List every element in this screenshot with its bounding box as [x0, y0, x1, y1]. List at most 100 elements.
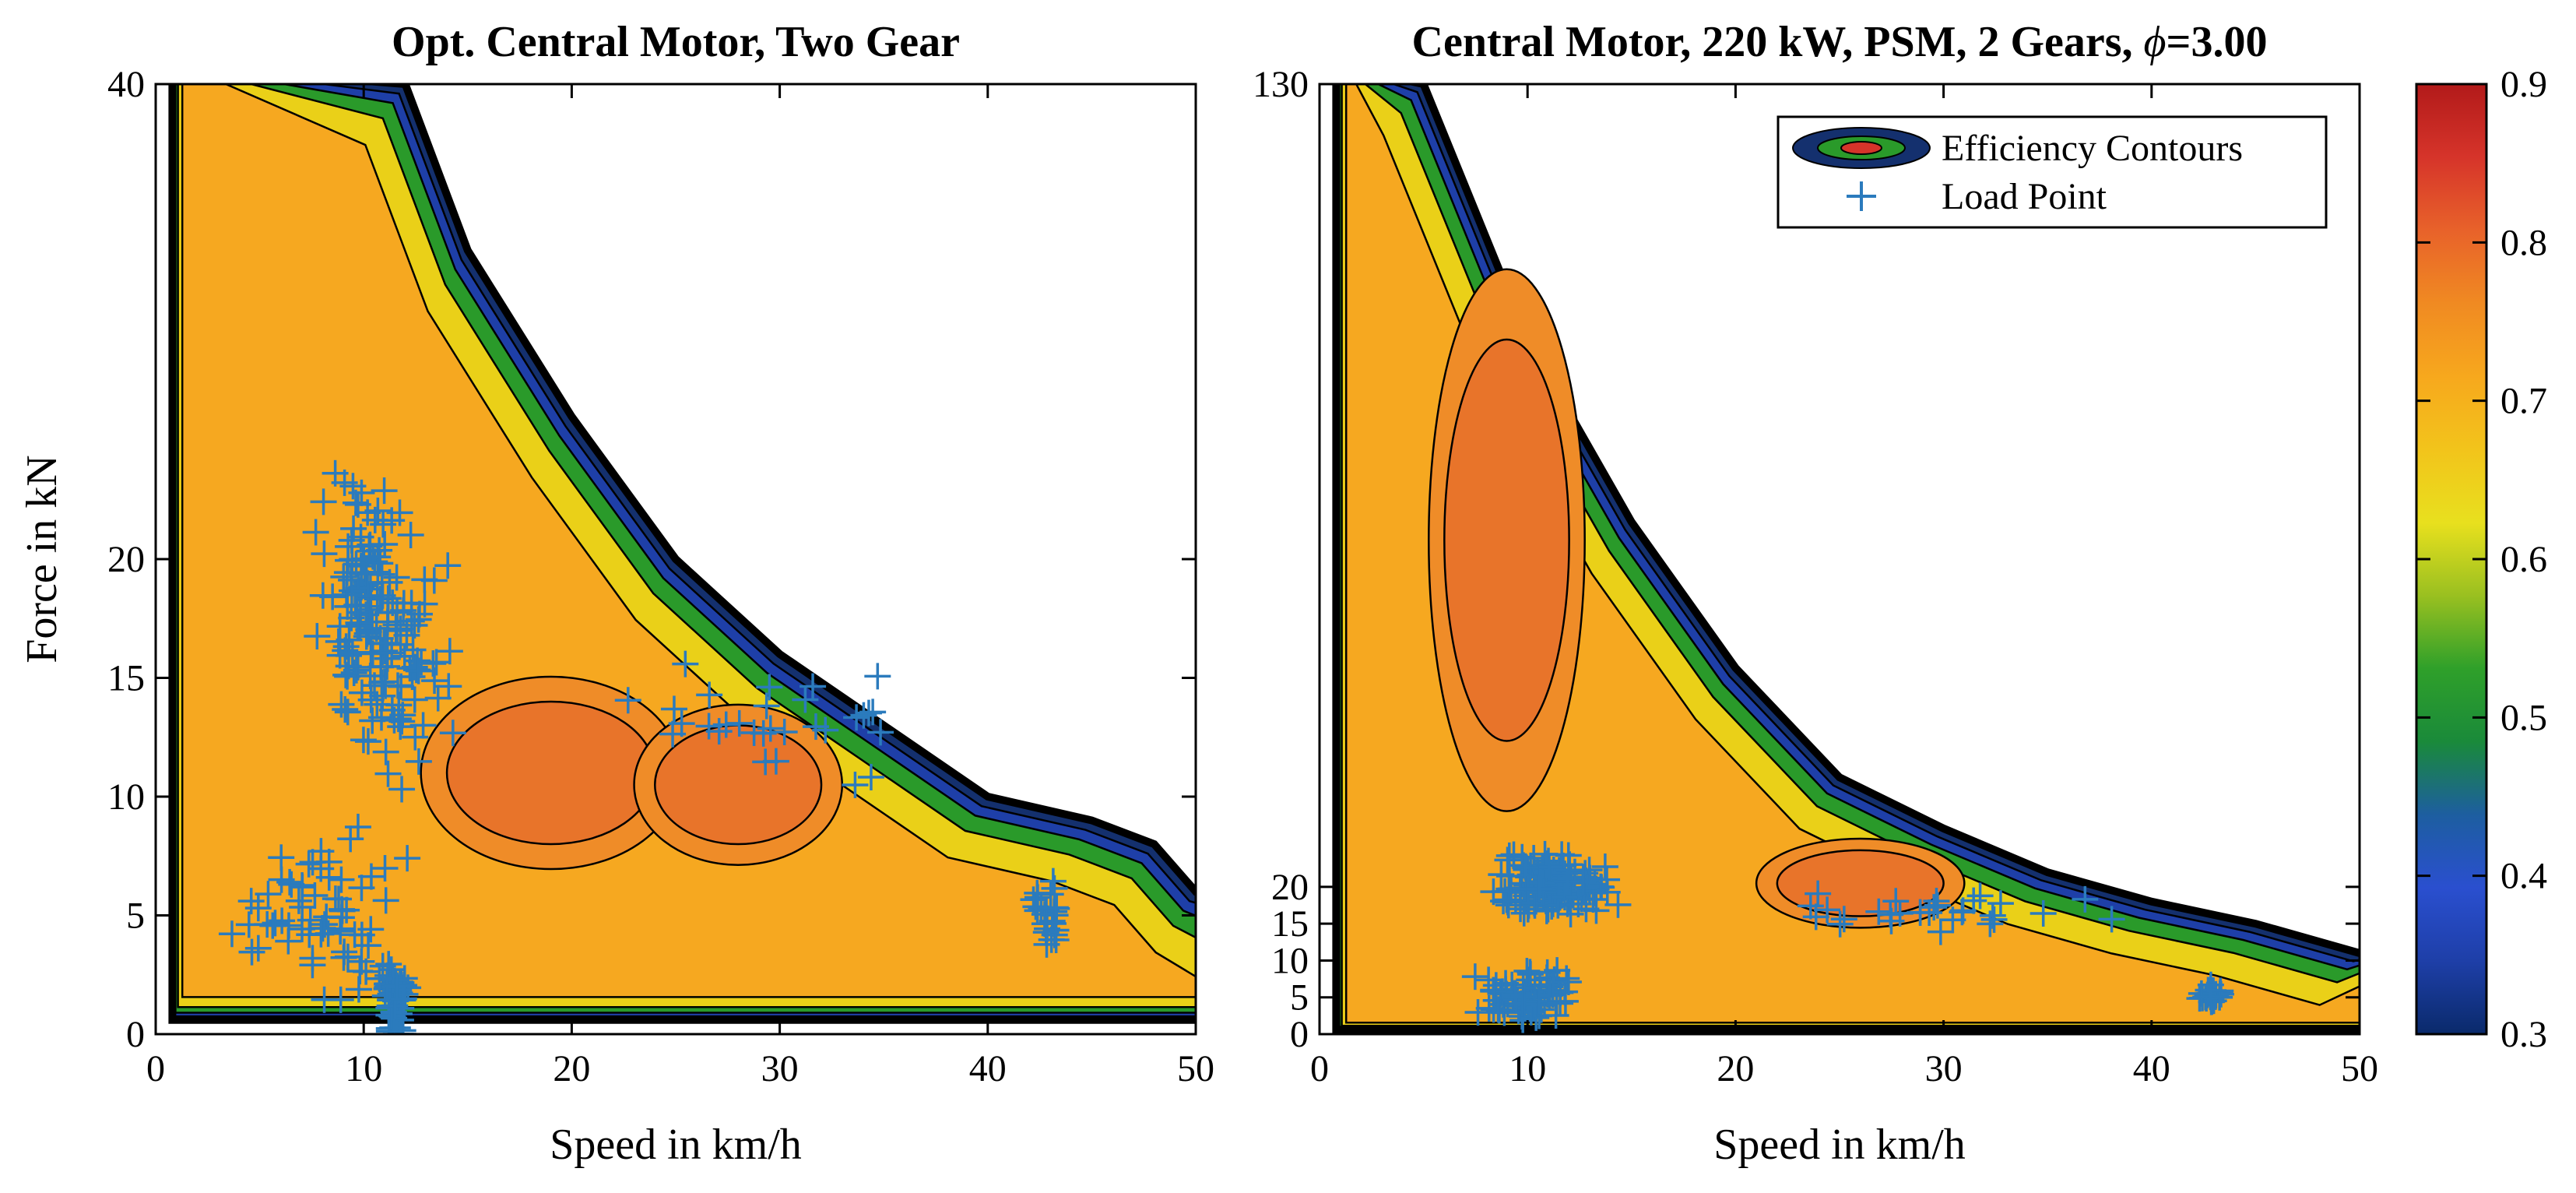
- load-point: [2072, 885, 2099, 913]
- load-point: [378, 1002, 406, 1029]
- load-point: [350, 727, 377, 754]
- load-point: [364, 498, 392, 525]
- load-point: [368, 669, 395, 696]
- y-tick-label: 10: [1271, 940, 1309, 981]
- left-load-points: [218, 459, 1070, 1034]
- load-point: [660, 695, 687, 723]
- load-point: [302, 519, 329, 546]
- load-point: [436, 638, 463, 665]
- load-point: [1516, 959, 1544, 986]
- load-point: [382, 1021, 409, 1034]
- load-point: [328, 866, 355, 893]
- y-tick-label: 130: [1253, 64, 1309, 105]
- peak-efficiency-region-0: [445, 700, 656, 846]
- load-point: [360, 543, 387, 570]
- load-point: [334, 699, 361, 726]
- right-chart-title-main: Central Motor, 220 kW, PSM, 2 Gears,: [1412, 18, 2144, 66]
- load-point: [1921, 894, 1948, 921]
- legend-contour-icon: [1792, 127, 1931, 169]
- load-point: [268, 844, 295, 871]
- load-point: [238, 938, 265, 966]
- load-point: [387, 713, 414, 741]
- colorbar: 0.3 0.4 0.5 0.6 0.7 0.8 0.9: [2415, 64, 2547, 1055]
- load-point: [1949, 897, 1977, 924]
- colorbar-tick-label: 0.6: [2500, 539, 2547, 580]
- load-point: [348, 479, 375, 506]
- load-point: [255, 881, 282, 908]
- load-point: [340, 660, 367, 687]
- load-point: [1525, 987, 1552, 1015]
- x-tick-label: 50: [1177, 1048, 1214, 1089]
- x-tick-label: 40: [2133, 1048, 2170, 1089]
- load-point: [367, 550, 394, 577]
- right-load-points: [1461, 840, 2234, 1034]
- load-point: [1797, 892, 1824, 920]
- load-point: [1482, 972, 1509, 999]
- load-point: [1480, 977, 1507, 1005]
- right-chart-title-phi: ϕ: [2144, 18, 2167, 66]
- right-chart-title: Central Motor, 220 kW, PSM, 2 Gears, ϕ=3…: [1412, 18, 2268, 66]
- load-point: [341, 921, 368, 948]
- colorbar-tick-label: 0.3: [2500, 1014, 2547, 1055]
- load-point: [1547, 990, 1574, 1017]
- load-point: [1461, 963, 1488, 991]
- load-point: [309, 582, 336, 609]
- load-point: [311, 540, 338, 568]
- right-axes-box: [1318, 83, 2361, 1036]
- load-point: [356, 537, 383, 565]
- load-point: [369, 952, 396, 980]
- y-tick-label: 15: [1271, 903, 1309, 945]
- left-y-axis: 0 5 10 15 20 40: [107, 64, 1196, 1055]
- load-point: [310, 488, 337, 516]
- load-point: [1039, 867, 1067, 895]
- load-point: [423, 649, 450, 676]
- load-point: [1551, 884, 1578, 911]
- load-point: [304, 623, 331, 650]
- load-point: [332, 633, 360, 660]
- load-point: [374, 760, 402, 787]
- x-tick-label: 30: [761, 1048, 799, 1089]
- load-point: [1480, 878, 1507, 906]
- y-tick-label: 10: [107, 776, 145, 818]
- load-point: [366, 965, 393, 992]
- load-point: [339, 639, 366, 667]
- load-point: [2197, 984, 2224, 1011]
- load-point: [1032, 919, 1060, 946]
- left-efficiency-contours: [168, 84, 1196, 1024]
- y-tick-label: 20: [107, 539, 145, 580]
- load-point: [353, 958, 380, 985]
- load-point: [354, 728, 381, 755]
- y-tick-label: 5: [126, 896, 145, 937]
- load-point: [802, 713, 829, 741]
- load-point: [712, 711, 740, 738]
- right-chart-title-suffix: =3.00: [2167, 18, 2268, 66]
- load-point: [259, 912, 286, 939]
- load-point: [668, 710, 695, 737]
- load-point: [1464, 999, 1492, 1026]
- right-plot-area: [1320, 84, 2360, 1034]
- load-point: [1555, 968, 1582, 995]
- load-point: [756, 674, 783, 701]
- load-point: [388, 776, 416, 803]
- left-y-axis-label: Force in kN: [18, 455, 66, 663]
- load-point: [857, 763, 884, 790]
- right-x-axis: 0 10 20 30 40 50: [1310, 84, 2378, 1089]
- y-tick-label: 0: [1290, 1014, 1309, 1055]
- y-tick-label: 5: [1290, 977, 1309, 1019]
- peak-efficiency-region-0: [1443, 338, 1570, 742]
- left-chart-title: Opt. Central Motor, Two Gear: [392, 18, 960, 66]
- load-point: [357, 582, 385, 610]
- peak-efficiency-region-1: [654, 724, 823, 846]
- load-point: [1604, 891, 1632, 918]
- x-tick-label: 50: [2341, 1048, 2378, 1089]
- load-point: [401, 611, 428, 639]
- load-point: [420, 567, 448, 594]
- load-point: [2195, 977, 2222, 1004]
- load-point: [2098, 906, 2125, 933]
- load-point: [740, 719, 768, 746]
- load-point: [1536, 853, 1563, 881]
- load-point: [672, 650, 699, 677]
- load-point: [262, 910, 289, 937]
- load-point: [299, 945, 326, 972]
